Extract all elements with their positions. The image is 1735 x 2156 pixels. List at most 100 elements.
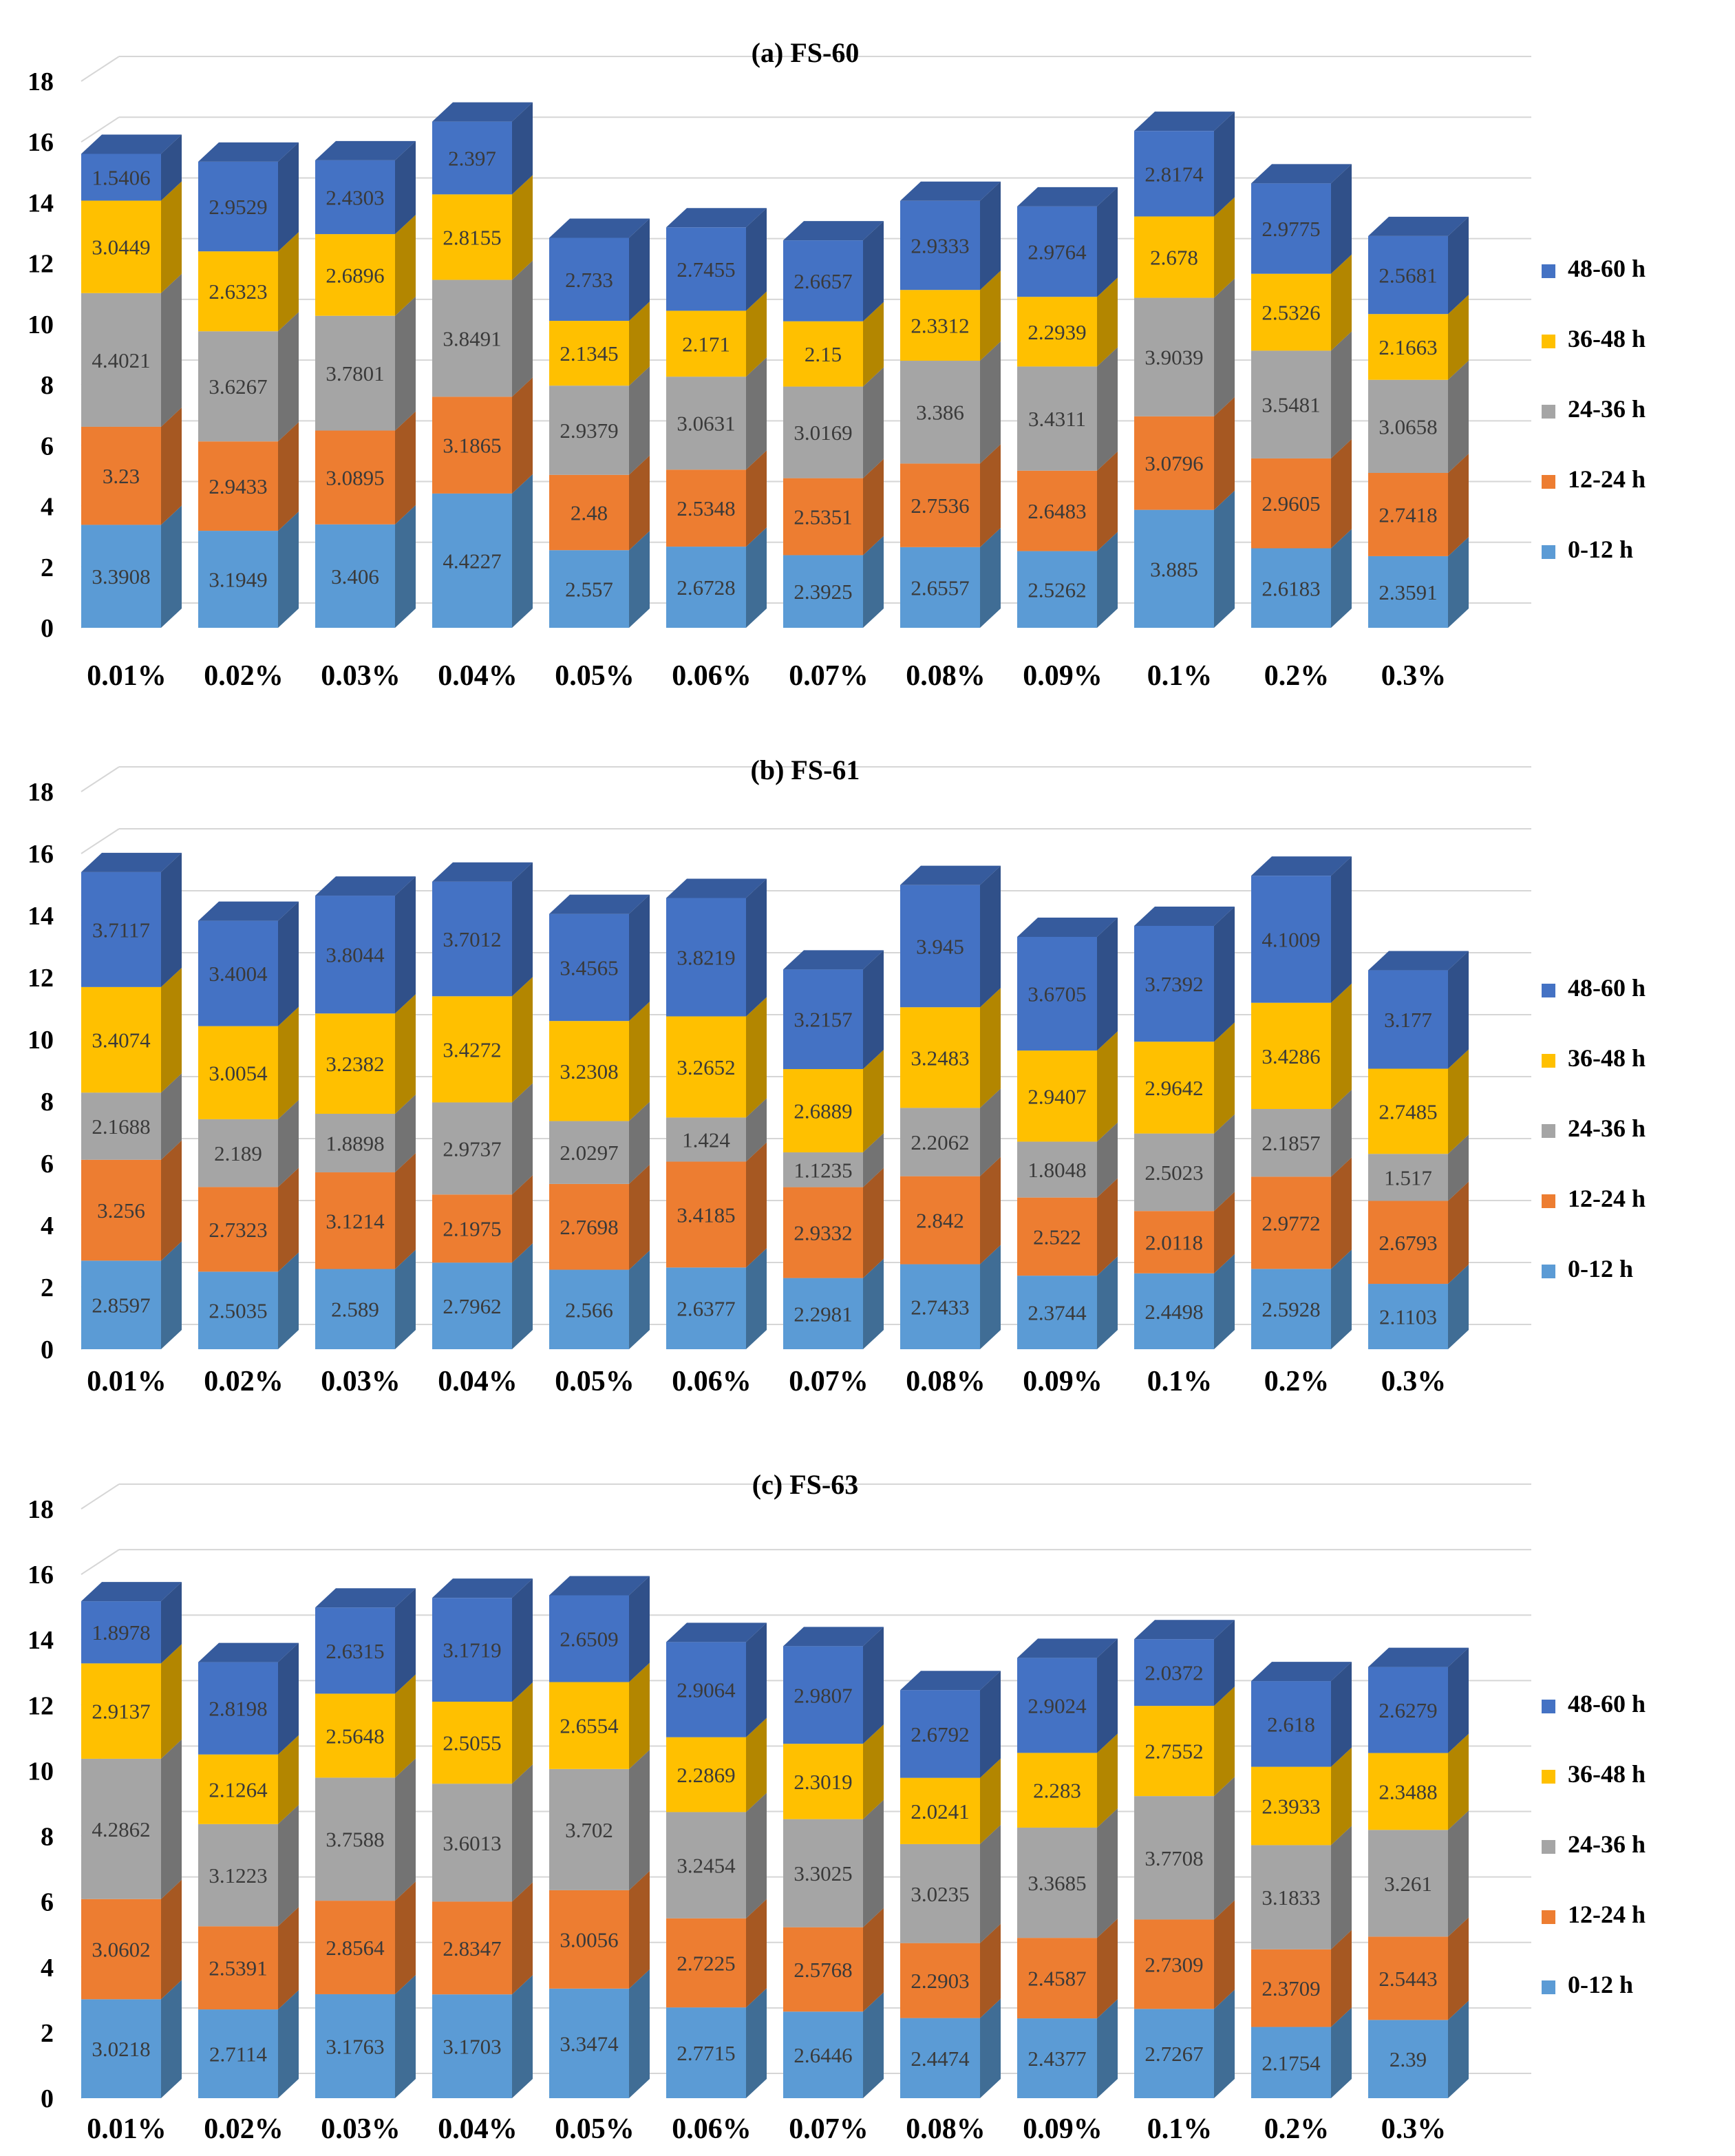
- legend-label: 0-12 h: [1568, 536, 1633, 563]
- bar-segment: [1017, 1050, 1097, 1142]
- bar-segment: [198, 1824, 278, 1927]
- data-label: 2.522: [1033, 1225, 1081, 1249]
- bar-segment: [666, 1016, 746, 1118]
- bar-segment-side: [1448, 360, 1469, 473]
- bar-segment: [783, 1927, 863, 2012]
- bar-segment: [900, 290, 980, 361]
- bar-segment-side: [161, 181, 182, 293]
- bar-stack-0.3%: 2.39 2.5443 3.261 2.3488 2.6279: [1368, 1647, 1469, 2098]
- bar-segment: [432, 1901, 512, 1995]
- bar-segment-side: [1214, 197, 1235, 298]
- y-tick-label: 8: [41, 1088, 54, 1117]
- data-label: 3.0056: [560, 1927, 618, 1952]
- bar-segment-side: [1097, 1808, 1118, 1938]
- bar-segment: [666, 1812, 746, 1919]
- bar-segment: [315, 1901, 395, 1994]
- data-label: 2.8564: [326, 1936, 385, 1960]
- x-tick-label: 0.03%: [321, 1366, 401, 1397]
- bar-segment: [783, 1278, 863, 1349]
- legend-swatch: [1542, 475, 1555, 489]
- y-tick-label: 0: [41, 1335, 54, 1364]
- data-label: 2.1103: [1379, 1305, 1437, 1329]
- bar-segment: [549, 1021, 629, 1121]
- data-label: 2.0372: [1145, 1661, 1203, 1685]
- y-tick-label: 14: [28, 902, 54, 931]
- bar-segment-side: [1097, 1999, 1118, 2098]
- bar-stack-0.05%: 2.557 2.48 2.9379 2.1345 2.733: [549, 218, 650, 628]
- bar-segment: [900, 463, 980, 547]
- data-label: 2.9772: [1262, 1211, 1320, 1235]
- y-tick-label: 6: [41, 432, 54, 461]
- bar-segment: [1251, 548, 1331, 628]
- bar-segment-side: [1214, 1022, 1235, 1134]
- x-tick-label: 0.05%: [555, 2113, 635, 2145]
- bar-segment: [1134, 1639, 1214, 1706]
- bar-segment-side: [1214, 906, 1235, 1042]
- data-label: 3.8044: [326, 943, 385, 967]
- y-tick-label: 18: [28, 778, 54, 807]
- data-label: 3.0169: [794, 421, 852, 445]
- bar-segment-side: [629, 894, 650, 1022]
- bar-segment: [1368, 556, 1448, 628]
- bar-segment-side: [512, 102, 533, 195]
- bar-segment-side: [161, 1140, 182, 1261]
- bar-segment-side: [629, 302, 650, 386]
- bar-segment-top: [198, 142, 299, 162]
- legend-swatch: [1542, 1980, 1555, 1994]
- bar-segment-side: [1331, 1662, 1352, 1767]
- legend-swatch: [1542, 1840, 1555, 1854]
- data-label: 2.557: [565, 578, 613, 602]
- bar-segment: [1134, 1919, 1214, 2009]
- data-label: 3.4074: [92, 1028, 151, 1053]
- data-label: 3.3685: [1028, 1871, 1086, 1895]
- data-label: 2.9137: [92, 1700, 150, 1724]
- data-label: 2.3312: [911, 314, 969, 338]
- bar-stack-0.09%: 2.4377 2.4587 3.3685 2.283 2.9024: [1017, 1638, 1118, 2098]
- data-label: 2.6377: [677, 1297, 735, 1321]
- legend-label: 48-60 h: [1568, 255, 1646, 282]
- bar-segment-side: [1331, 164, 1352, 274]
- bar-segment: [783, 1152, 863, 1187]
- data-label: 2.0118: [1145, 1230, 1203, 1254]
- data-label: 2.2062: [911, 1130, 969, 1154]
- data-label: 2.8198: [209, 1697, 267, 1721]
- bar-segment-side: [1448, 1733, 1469, 1830]
- bar-segment-side: [1331, 529, 1352, 628]
- data-label: 2.5348: [677, 496, 735, 520]
- bar-segment-side: [278, 312, 299, 442]
- bar-segment: [783, 1069, 863, 1153]
- bar-segment-side: [161, 1980, 182, 2098]
- bar-segment-side: [746, 450, 767, 547]
- data-label: 3.2652: [677, 1055, 735, 1079]
- data-label: 2.5768: [794, 1958, 852, 1982]
- bar-segment-side: [512, 977, 533, 1103]
- y-tick-label: 10: [28, 310, 54, 339]
- bar-stack-0.1%: 3.885 3.0796 3.9039 2.678 2.8174: [1134, 112, 1235, 628]
- bar-segment-side: [629, 1969, 650, 2098]
- bar-segment-top: [432, 102, 533, 122]
- legend-swatch: [1542, 1265, 1555, 1278]
- bar-stack-0.1%: 2.4498 2.0118 2.5023 2.9642 3.7392: [1134, 906, 1235, 1349]
- bar-segment-side: [1214, 490, 1235, 628]
- bar-segment: [81, 1999, 161, 2098]
- data-label: 1.1235: [794, 1158, 852, 1182]
- bar-segment-side: [1214, 112, 1235, 217]
- bar-segment: [81, 871, 161, 987]
- data-label: 2.0297: [560, 1141, 618, 1165]
- data-label: 3.2308: [560, 1059, 618, 1084]
- x-tick-label: 0.04%: [438, 660, 518, 692]
- data-label: 3.3025: [794, 1861, 852, 1885]
- bar-stack-0.04%: 4.4227 3.1865 3.8491 2.8155 2.397: [432, 102, 533, 628]
- data-label: 2.5351: [794, 505, 852, 529]
- bar-stack-0.2%: 2.5928 2.9772 2.1857 3.4286 4.1009: [1251, 856, 1352, 1349]
- data-label: 3.0895: [326, 466, 384, 490]
- x-tick-label: 0.08%: [906, 1366, 986, 1397]
- bar-segment: [1017, 1938, 1097, 2019]
- bar-segment-top: [1134, 112, 1235, 131]
- bar-segment: [315, 160, 395, 235]
- bar-stack-0.07%: 2.3925 2.5351 3.0169 2.15 2.6657: [783, 221, 884, 628]
- bar-segment: [1251, 1002, 1331, 1109]
- bar-segment-side: [1097, 1178, 1118, 1276]
- bar-segment-side: [512, 377, 533, 494]
- data-label: 3.23: [103, 464, 140, 488]
